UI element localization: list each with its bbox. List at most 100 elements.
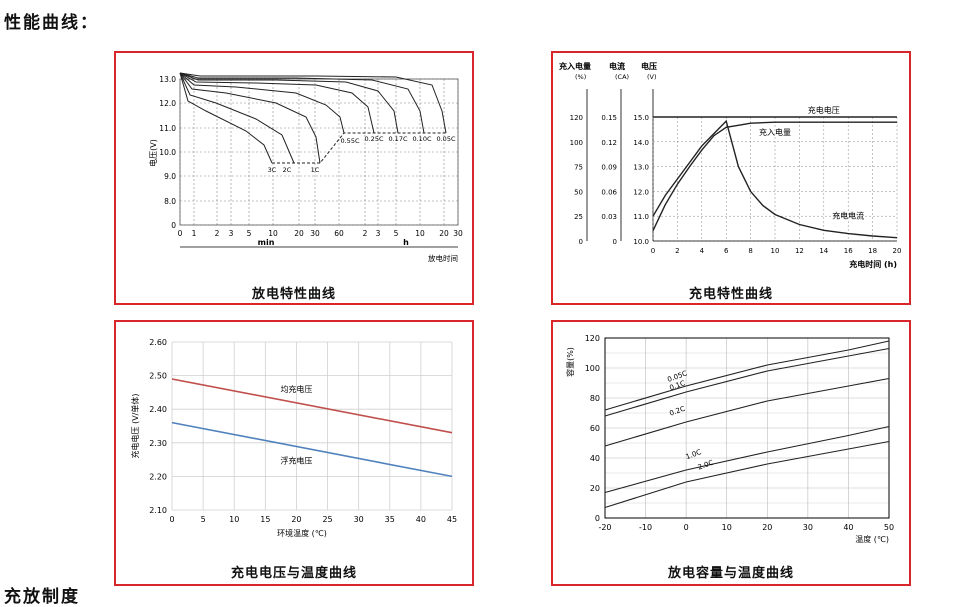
charge-unit: (%) <box>575 73 586 81</box>
discharge-curve <box>179 72 425 134</box>
float-series-label: 浮充电压 <box>280 456 312 466</box>
x-tick-label: 2 <box>215 229 220 238</box>
y-axis-label: 容量(%) <box>565 347 575 377</box>
voltage-tick-label: 13.0 <box>633 164 649 172</box>
rate-label: 0.25C <box>364 135 383 143</box>
page-title: 性能曲线： <box>4 13 99 33</box>
x-tick-label: 10 <box>268 229 278 238</box>
x-tick-label: 20 <box>893 247 902 255</box>
x-tick-label: 14 <box>819 247 828 255</box>
next-section-title: 充放制度 <box>4 587 80 607</box>
rate-label: 0.10C <box>412 135 431 143</box>
y-tick-label: 0 <box>595 514 600 523</box>
x-tick-label: 20 <box>762 523 772 532</box>
discharge-curve <box>179 72 345 134</box>
voltage-tick-label: 10.0 <box>633 238 649 246</box>
current-tick-label: 0.06 <box>601 188 617 196</box>
x-axis-label: 环境温度 (℃) <box>277 528 327 538</box>
series-line <box>604 377 890 447</box>
x-tick-label: -20 <box>598 523 611 532</box>
discharge-curve <box>179 72 399 134</box>
x-tick-label: 6 <box>724 247 729 255</box>
capacity-temp-chart-caption: 放电容量与温度曲线 <box>667 566 794 581</box>
y-tick-label: 9.0 <box>164 172 176 181</box>
rate-label: 3C <box>268 166 277 174</box>
current-tick-label: 0.03 <box>601 213 617 221</box>
series-line <box>171 421 453 478</box>
x-tick-label: 20 <box>291 515 301 524</box>
rate-label: 0.17C <box>388 135 407 143</box>
current-unit: (CA) <box>615 73 629 81</box>
voltage-tick-label: 12.0 <box>633 188 649 196</box>
current-curve <box>652 119 898 239</box>
voltage-tick-label: 11.0 <box>633 213 649 221</box>
discharge-chart-panel: 0 8.0 9.0 10.0 11.0 12.0 13.0 0 1 2 3 5 10 20 30 60 2 3 5 1… <box>114 51 474 305</box>
x-tick-label: 1 <box>192 229 197 238</box>
x-tick-label: 30 <box>803 523 813 532</box>
end-voltage-line <box>272 132 446 164</box>
x-tick-label: 10 <box>771 247 780 255</box>
capacity-temp-chart-panel: -20 -10 0 10 20 30 40 50 0 20 40 60 80 100 120 容量(%) 温度 … <box>551 320 911 586</box>
x-tick-label: 40 <box>416 515 426 524</box>
y-tick-label: 100 <box>585 364 600 373</box>
y-tick-label: 0 <box>171 221 176 230</box>
discharge-curve <box>179 72 295 164</box>
charge-tick-label: 0 <box>579 238 583 246</box>
current-tick-label: 0.12 <box>601 139 617 147</box>
rate-label: 0.55C <box>340 137 359 145</box>
x-tick-label: 5 <box>394 229 399 238</box>
charge-series-label: 充入电量 <box>759 127 791 137</box>
x-tick-label: 5 <box>247 229 252 238</box>
x-axis-label: 放电时间 <box>428 253 458 263</box>
discharge-curve <box>179 72 447 134</box>
min-unit-label: min <box>258 238 275 247</box>
x-tick-label: 10 <box>722 523 732 532</box>
y-tick-label: 2.10 <box>149 506 167 515</box>
x-tick-label: 40 <box>843 523 853 532</box>
x-tick-label: 50 <box>884 523 894 532</box>
y-axis-label: 电压(V) <box>148 139 158 167</box>
current-tick-label: 0 <box>613 238 617 246</box>
current-axis-title: 电流 <box>609 61 625 71</box>
x-tick-label: 2 <box>675 247 679 255</box>
y-tick-label: 12.0 <box>159 99 176 108</box>
x-tick-label: 0 <box>169 515 174 524</box>
y-tick-label: 8.0 <box>164 197 176 206</box>
voltage-series-label: 充电电压 <box>808 105 840 115</box>
x-tick-label: 3 <box>229 229 234 238</box>
x-tick-label: 15 <box>260 515 270 524</box>
x-tick-label: 0 <box>684 523 689 532</box>
x-tick-label: 35 <box>385 515 395 524</box>
y-tick-label: 120 <box>585 334 600 343</box>
y-tick-label: 2.60 <box>149 338 167 347</box>
x-tick-label: 16 <box>844 247 853 255</box>
charge-chart-caption: 充电特性曲线 <box>688 287 773 302</box>
series-label: 1.0C <box>685 448 703 461</box>
x-tick-label: 25 <box>322 515 332 524</box>
series-line <box>604 425 890 494</box>
y-tick-label: 80 <box>590 394 600 403</box>
x-tick-label: 5 <box>201 515 206 524</box>
x-axis-label: 充电时间 (h) <box>849 259 897 269</box>
rate-label: 2C <box>283 166 292 174</box>
charge-tick-label: 25 <box>574 213 583 221</box>
x-tick-label: 18 <box>868 247 877 255</box>
y-tick-label: 20 <box>590 484 600 493</box>
x-tick-label: 0 <box>178 229 183 238</box>
series-line <box>604 340 890 411</box>
discharge-curve <box>179 72 273 164</box>
charge-tick-label: 120 <box>570 114 583 122</box>
x-tick-label: 2 <box>363 229 368 238</box>
y-tick-label: 10.0 <box>159 148 176 157</box>
discharge-chart-caption: 放电特性曲线 <box>251 287 336 302</box>
y-tick-label: 2.30 <box>149 439 167 448</box>
current-series-label: 充电电流 <box>832 210 864 220</box>
y-tick-label: 11.0 <box>159 124 176 133</box>
discharge-curve <box>179 72 375 134</box>
y-tick-label: 2.50 <box>149 372 167 381</box>
current-tick-label: 0.09 <box>601 164 617 172</box>
y-tick-label: 2.20 <box>149 472 167 481</box>
series-line <box>171 378 453 434</box>
x-tick-label: 10 <box>229 515 239 524</box>
series-label: 2.0C <box>697 459 715 472</box>
